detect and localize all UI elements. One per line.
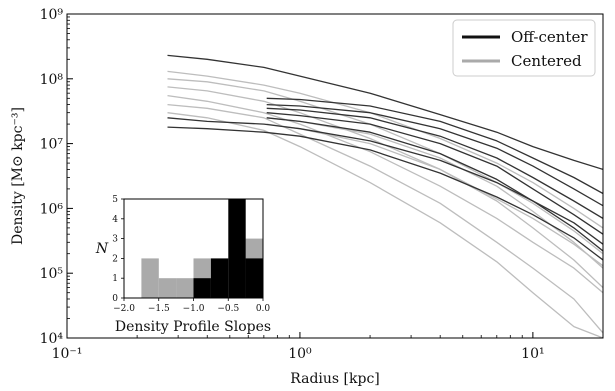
inset-x-tick-label: −1.5 bbox=[148, 304, 170, 314]
y-axis-label: Density [M⊙ kpc⁻³] bbox=[10, 107, 26, 245]
inset-y-tick-label: 3 bbox=[112, 235, 118, 245]
density-profile-line bbox=[266, 103, 603, 207]
main-axes-frame bbox=[66, 13, 604, 339]
density-profile-line bbox=[167, 86, 603, 267]
histogram-bar-off-center bbox=[193, 278, 211, 298]
density-profile-line bbox=[266, 97, 603, 195]
histogram-bar-off-center bbox=[228, 199, 246, 298]
histogram-bar-centered bbox=[158, 278, 177, 298]
density-profile-line bbox=[167, 78, 603, 255]
density-profile-line bbox=[266, 112, 603, 235]
x-tick-label: 10⁻¹ bbox=[52, 346, 83, 362]
inset-y-axis-label: N bbox=[95, 241, 109, 257]
y-tick-label: 10⁷ bbox=[40, 137, 64, 153]
histogram-bar-off-center bbox=[210, 258, 229, 298]
density-profile-line bbox=[167, 70, 603, 229]
inset-y-tick-label: 1 bbox=[112, 274, 118, 284]
density-profile-line bbox=[167, 117, 603, 245]
inset-x-tick-label: −1.0 bbox=[183, 304, 205, 314]
inset-y-tick-label: 4 bbox=[112, 215, 118, 225]
density-profile-line bbox=[266, 117, 603, 252]
y-tick-label: 10⁹ bbox=[40, 7, 64, 23]
density-profile-line bbox=[167, 103, 603, 334]
density-profile-line bbox=[266, 123, 603, 289]
legend-label-off-center: Off-center bbox=[511, 28, 588, 46]
inset-y-tick-label: 0 bbox=[112, 294, 118, 304]
legend: Off-center Centered bbox=[452, 19, 596, 77]
legend-label-centered: Centered bbox=[511, 52, 582, 70]
x-tick-label: 10¹ bbox=[521, 346, 544, 362]
main-plot: 10⁻¹ 10⁰ 10¹ 10⁴ 10⁵ 10⁶ 10⁷ 10⁸ 10⁹ Radius [kpc… bbox=[10, 7, 604, 387]
profile-lines bbox=[167, 54, 603, 338]
y-tick-label: 10⁸ bbox=[40, 72, 64, 88]
histogram-bar-centered bbox=[141, 258, 159, 298]
histogram-bars bbox=[141, 199, 263, 298]
density-profile-line bbox=[266, 117, 603, 269]
inset-y-tick-label: 2 bbox=[112, 254, 118, 264]
density-profile-line bbox=[167, 126, 603, 261]
y-tick-label: 10⁵ bbox=[40, 266, 64, 282]
density-profile-line bbox=[167, 54, 603, 171]
inset-x-tick-label: 0.0 bbox=[256, 304, 271, 314]
inset-x-tick-label: −0.5 bbox=[217, 304, 239, 314]
y-tick-label: 10⁶ bbox=[40, 201, 64, 217]
histogram-bar-centered bbox=[176, 278, 194, 298]
histogram-bar-off-center bbox=[245, 258, 263, 298]
density-profile-line bbox=[167, 112, 603, 338]
y-tick-label: 10⁴ bbox=[40, 331, 64, 347]
inset-histogram: −2.0 −1.5 −1.0 −0.5 0.0 0 1 2 3 4 5 Density Profil… bbox=[90, 189, 278, 335]
density-profile-line bbox=[266, 107, 603, 219]
inset-ticks: −2.0 −1.5 −1.0 −0.5 0.0 0 1 2 3 4 5 bbox=[112, 195, 270, 314]
x-tick-label: 10⁰ bbox=[288, 346, 312, 362]
inset-y-tick-label: 5 bbox=[112, 195, 118, 205]
inset-x-axis-label: Density Profile Slopes bbox=[115, 319, 271, 335]
inset-x-tick-label: −2.0 bbox=[113, 304, 135, 314]
main-ticks: 10⁻¹ 10⁰ 10¹ 10⁴ 10⁵ 10⁶ 10⁷ 10⁸ 10⁹ bbox=[40, 7, 604, 362]
x-axis-label: Radius [kpc] bbox=[290, 371, 380, 387]
density-profile-line bbox=[167, 94, 603, 294]
